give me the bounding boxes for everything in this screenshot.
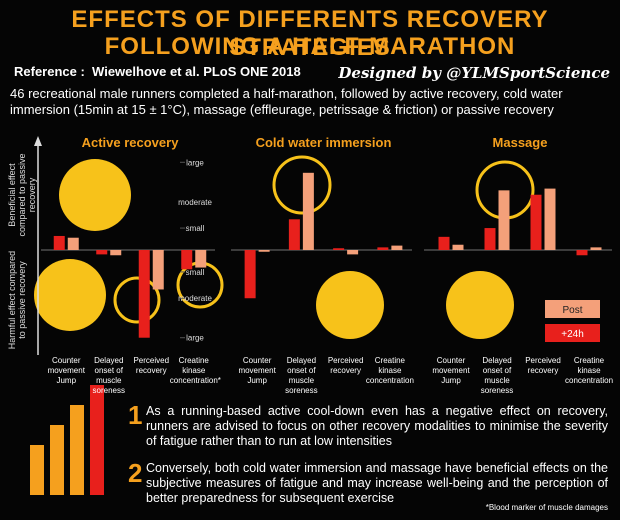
- conclusion-text: Conversely, both cold water immersion an…: [146, 461, 608, 505]
- panel-title: Active recovery: [81, 135, 179, 150]
- bar: [110, 250, 122, 256]
- bar: [544, 188, 556, 250]
- y-axis-label: Beneficial effect compared to passive re…: [7, 153, 37, 237]
- y-axis-label: Harmful effect compared to passive recov…: [7, 250, 27, 350]
- bar: [452, 244, 464, 250]
- legend-label: Post: [562, 305, 582, 316]
- bar: [530, 194, 542, 250]
- highlight-circle: [113, 276, 161, 324]
- y-tick-label: small: [186, 224, 205, 233]
- bar: [347, 250, 359, 255]
- illustration: [30, 445, 44, 495]
- bar: [152, 250, 164, 290]
- y-tick-label: large: [186, 334, 204, 343]
- axis-arrow: [34, 136, 42, 146]
- reference: Reference : Wiewelhove et al. PLoS ONE 2…: [14, 64, 301, 79]
- x-tick-label: Delayed onset of muscle soreness: [480, 356, 514, 395]
- conclusion-number: 2: [128, 458, 143, 488]
- bar: [244, 250, 256, 299]
- bar: [195, 250, 207, 268]
- bar: [67, 237, 79, 250]
- bar: [391, 245, 403, 250]
- bar: [53, 235, 65, 250]
- illustration: [316, 271, 384, 339]
- reference-text: Wiewelhove et al. PLoS ONE 2018: [92, 64, 301, 79]
- y-tick-label: moderate: [178, 198, 212, 207]
- conclusion-number: 1: [128, 400, 143, 430]
- illustration: [446, 271, 514, 339]
- legend-swatch: [545, 324, 600, 342]
- x-tick-label: Delayed onset of muscle soreness: [285, 356, 318, 395]
- highlight-circle: [272, 155, 332, 215]
- x-tick-label: Delayed onset of muscle soreness: [92, 356, 125, 395]
- bar: [590, 247, 602, 250]
- bar: [333, 248, 345, 250]
- legend-label: +24h: [561, 329, 584, 340]
- bar: [484, 228, 496, 250]
- x-tick-label: Counter movement Jump: [47, 356, 85, 385]
- description: 46 recreational male runners completed a…: [10, 86, 563, 117]
- x-tick-label: Perceived recovery: [525, 356, 561, 375]
- conclusion-text: As a running-based active cool-down even…: [146, 404, 608, 448]
- x-tick-label: Creatine kinase concentration*: [169, 356, 221, 385]
- illustration: [59, 159, 131, 231]
- bar: [438, 236, 450, 250]
- panel-title: Massage: [492, 135, 548, 150]
- bar: [576, 250, 588, 256]
- bar: [96, 250, 108, 255]
- bar: [498, 190, 510, 250]
- y-tick-label: moderate: [178, 294, 212, 303]
- bar: [181, 250, 193, 270]
- x-tick-label: Creatine kinase concentration: [565, 356, 614, 385]
- illustration: [50, 425, 64, 495]
- designer: Designed by @YLMSportScience: [338, 64, 610, 82]
- panel-title: Cold water immersion: [255, 135, 392, 150]
- x-tick-label: Counter movement Jump: [238, 356, 276, 385]
- x-tick-label: Creatine kinase concentration: [365, 356, 414, 385]
- illustration: [34, 259, 106, 331]
- x-tick-label: Counter movement Jump: [432, 356, 470, 385]
- x-tick-label: Perceived recovery: [133, 356, 170, 375]
- bar: [288, 219, 300, 250]
- y-tick-label: large: [186, 158, 204, 167]
- illustration: [70, 405, 84, 495]
- bar: [138, 250, 150, 338]
- bar: [302, 172, 314, 250]
- title: FOLLOWING A HALF-MARATHON: [104, 33, 516, 60]
- reference-label: Reference :: [14, 64, 85, 79]
- illustration: [90, 385, 104, 495]
- title: EFFECTS OF DIFFERENTS RECOVERY STRATEGIE…: [71, 6, 549, 61]
- y-tick-label: small: [186, 268, 205, 277]
- bar: [377, 247, 389, 250]
- bar: [258, 250, 270, 252]
- legend-swatch: [545, 300, 600, 318]
- footnote: *Blood marker of muscle damages: [485, 503, 608, 512]
- x-tick-label: Perceived recovery: [327, 356, 364, 375]
